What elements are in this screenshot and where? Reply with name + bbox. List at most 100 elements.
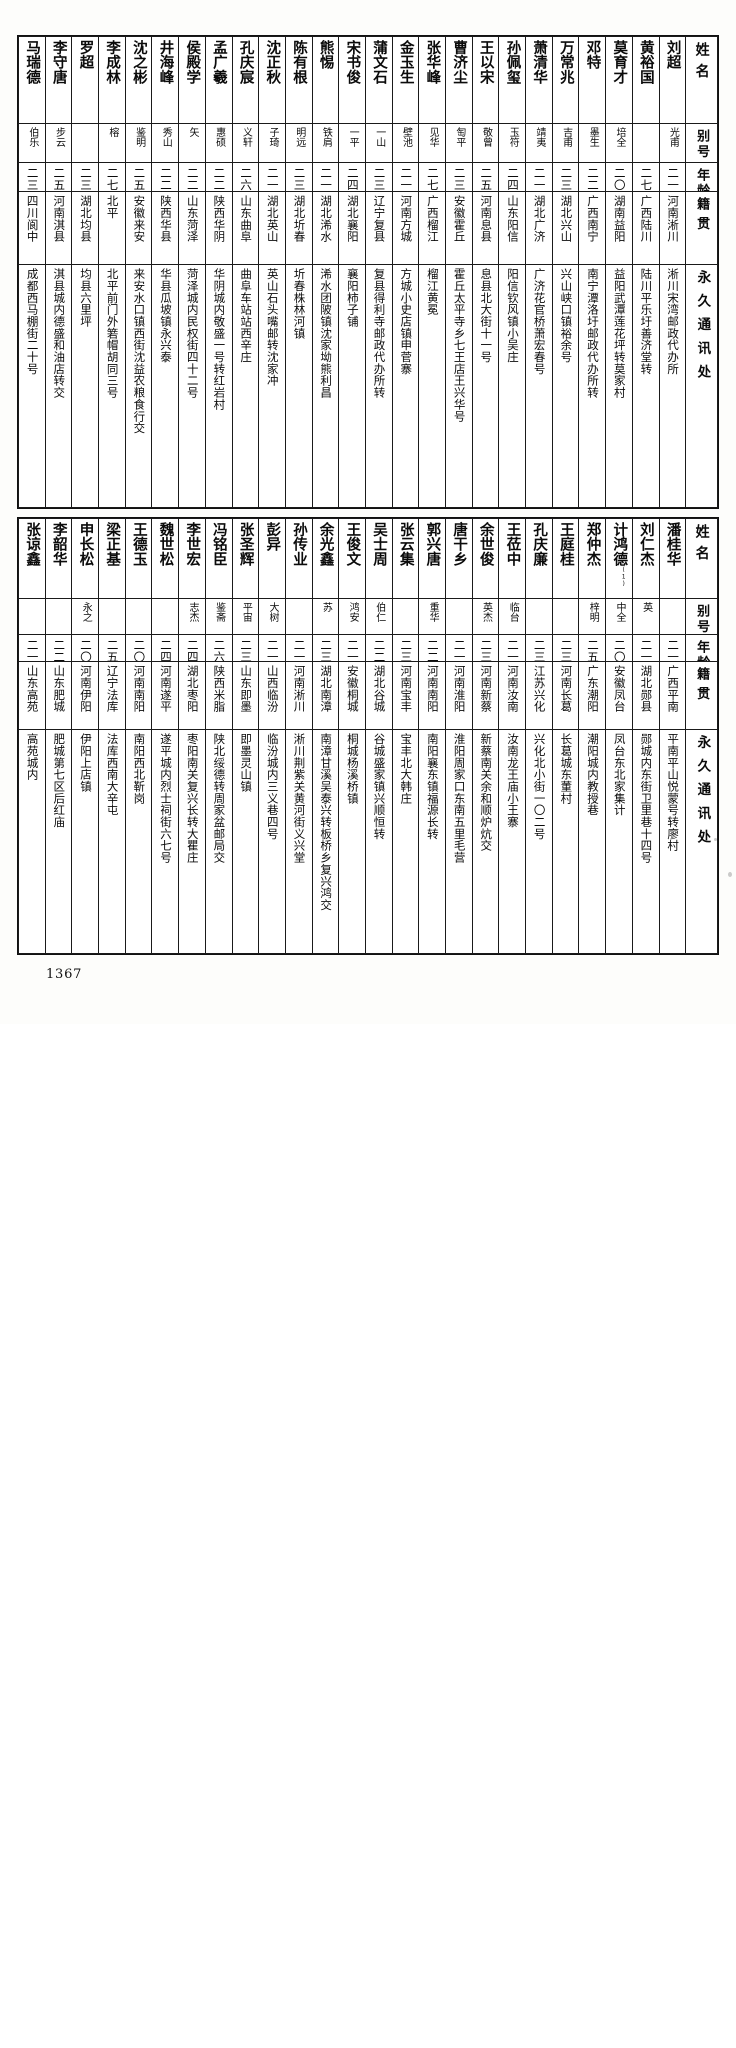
cell-native_place: 河南宝丰 bbox=[391, 661, 420, 730]
scanned-page: 马瑞德 李守唐 罗超 李成林 沈之彬 井海峰 侯殿学 孟广羲 孔庆宸 沈正秋 陈有根 熊惕 宋书俊 蒲文石… bbox=[17, 35, 732, 982]
cell-text: 吉甫 bbox=[560, 127, 572, 148]
cell-text: 大树 bbox=[267, 602, 279, 624]
cell-text: 复县得利寺邮政代办所转 bbox=[372, 267, 387, 399]
cell-age: 二一 bbox=[284, 634, 313, 663]
cell-text: 宝丰北大韩庄 bbox=[399, 732, 414, 804]
cell-text: 墨生 bbox=[587, 127, 599, 148]
column-header-text: 姓名 bbox=[693, 42, 710, 86]
cell-age: 二三 bbox=[471, 634, 500, 663]
cell-name: 王俊文 bbox=[338, 517, 366, 600]
cell-name: 王以宋 bbox=[471, 35, 500, 125]
cell-text: 来安水口镇西街沈益农粮食行交 bbox=[132, 267, 147, 434]
cell-name: 张谅鑫 bbox=[18, 517, 46, 600]
cell-text: 玉符 bbox=[507, 127, 519, 148]
cell-native_place: 北平 bbox=[98, 190, 126, 265]
cell-text: 二二 bbox=[425, 639, 440, 662]
cell-age: 二〇 bbox=[124, 634, 153, 663]
cell-native_place: 湖北圻春 bbox=[284, 190, 313, 265]
cell-text: 二〇 bbox=[132, 639, 147, 662]
cell-text: 二一 bbox=[452, 639, 467, 662]
cell-text: 铁肩 bbox=[320, 127, 332, 148]
cell-alias bbox=[18, 598, 46, 636]
cell-name: 梁正基 bbox=[98, 517, 126, 600]
cell-native_place: 四川阆中 bbox=[18, 190, 46, 265]
column-header-native_place: 籍贯 bbox=[685, 190, 718, 265]
cell-address: 枣阳南关复兴长转大瞿庄 bbox=[178, 728, 206, 955]
cell-text: 惠硕 bbox=[213, 127, 225, 148]
cell-text: 二三 bbox=[559, 166, 574, 191]
cell-native_place: 广西陆川 bbox=[631, 190, 660, 265]
cell-text: 南宁潭洛圩邮政代办所转 bbox=[586, 267, 601, 399]
cell-name: 魏世松 bbox=[151, 517, 180, 600]
cell-text: 襄阳柿子铺 bbox=[345, 267, 360, 328]
cell-age: 二四 bbox=[151, 634, 180, 663]
cell-text: 二一 bbox=[639, 639, 654, 662]
cell-name: 李韶华 bbox=[44, 517, 73, 600]
cell-name: 计鸿德(1) bbox=[605, 517, 633, 600]
cell-age: 二六 bbox=[231, 161, 260, 192]
cell-text: 临汾城内三义巷四号 bbox=[265, 732, 280, 840]
cell-name: 沈正秋 bbox=[258, 35, 286, 125]
cell-native_place: 江苏兴化 bbox=[525, 661, 553, 730]
cell-text: 江苏兴化 bbox=[532, 665, 547, 713]
cell-age: 二四 bbox=[178, 634, 206, 663]
cell-text: 二二 bbox=[159, 166, 174, 191]
cell-text: 孔庆宸 bbox=[237, 40, 254, 85]
cell-text: 王莅中 bbox=[504, 522, 521, 567]
cell-age: 二一 bbox=[445, 634, 473, 663]
cell-name: 萧清华 bbox=[525, 35, 553, 125]
cell-text: 安徽桐城 bbox=[345, 665, 360, 713]
cell-text: 见华 bbox=[427, 127, 439, 148]
cell-text: 榕 bbox=[106, 127, 118, 138]
column-header-address: 永久通讯处 bbox=[685, 263, 718, 509]
cell-alias bbox=[631, 123, 660, 163]
cell-native_place: 广西榴江 bbox=[418, 190, 446, 265]
cell-native_place: 河南遂平 bbox=[151, 661, 180, 730]
cell-text: 伯仁 bbox=[373, 602, 385, 624]
cell-name: 莫育才 bbox=[605, 35, 633, 125]
cell-text: 培全 bbox=[613, 127, 625, 148]
cell-text: 广西平南 bbox=[666, 665, 681, 713]
column-header-name: 姓名 bbox=[685, 517, 718, 600]
cell-native_place: 山东曲阜 bbox=[231, 190, 260, 265]
cell-text: 遂平城内烈士祠街六七号 bbox=[159, 732, 174, 863]
roster-row-age: 二三 二五 二三 二七 二五 二二 二二 二二 二六 二一 二三 二一 二四 二三 二一 二七 二三 二五 二四 二一… bbox=[18, 161, 718, 192]
cell-name: 张圣辉 bbox=[231, 517, 260, 600]
cell-native_place: 河南息县 bbox=[471, 190, 500, 265]
cell-address: 来安水口镇西街沈益农粮食行交 bbox=[124, 263, 153, 509]
cell-address: 复县得利寺邮政代办所转 bbox=[364, 263, 393, 509]
cell-alias: 榕 bbox=[98, 123, 126, 163]
cell-native_place: 湖北襄阳 bbox=[338, 190, 366, 265]
cell-text: 谷城盛家镇兴顺恒转 bbox=[372, 732, 387, 840]
scan-speck bbox=[702, 72, 705, 74]
cell-alias bbox=[445, 598, 473, 636]
cell-alias: 铁肩 bbox=[311, 123, 340, 163]
cell-name: 郭兴唐 bbox=[418, 517, 446, 600]
cell-age: 二五 bbox=[471, 161, 500, 192]
cell-age: 二〇 bbox=[605, 161, 633, 192]
roster-row-alias: 永之 志杰 鉴斋 平宙 大树 苏 鸿安 伯仁 重华 英杰 临台 梓明 中全 英 别号 bbox=[18, 598, 718, 636]
cell-alias: 鉴明 bbox=[124, 123, 153, 163]
cell-text: 金玉生 bbox=[397, 40, 414, 85]
roster-table-top: 马瑞德 李守唐 罗超 李成林 沈之彬 井海峰 侯殿学 孟广羲 孔庆宸 沈正秋 陈有根 熊惕 宋书俊 蒲文石… bbox=[17, 35, 719, 509]
cell-name: 井海峰 bbox=[151, 35, 180, 125]
cell-alias: 吉甫 bbox=[551, 123, 580, 163]
scan-speck bbox=[728, 872, 732, 877]
column-header-text: 永久通讯处 bbox=[694, 269, 711, 389]
cell-text: 肥城第七区后红庙 bbox=[52, 732, 67, 828]
cell-address: 谷城盛家镇兴顺恒转 bbox=[364, 728, 393, 955]
cell-age: 二五 bbox=[578, 634, 607, 663]
cell-address: 菏泽城内民权街四十二号 bbox=[178, 263, 206, 509]
cell-text: 义轩 bbox=[240, 127, 252, 148]
cell-text: 矢 bbox=[186, 127, 198, 138]
cell-text: 二四 bbox=[159, 639, 174, 662]
cell-text: 二一 bbox=[292, 639, 307, 662]
cell-text: 息县北大街十一号 bbox=[479, 267, 494, 363]
cell-text: 敬曾 bbox=[480, 127, 492, 148]
cell-text: 湖北兴山 bbox=[559, 194, 574, 243]
cell-text: 刘仁杰 bbox=[637, 522, 654, 567]
cell-text: 山东高苑 bbox=[25, 665, 40, 713]
cell-text: 伯乐 bbox=[26, 127, 38, 148]
cell-address: 潮阳城内教授巷 bbox=[578, 728, 607, 955]
column-header-text: 籍贯 bbox=[694, 196, 710, 236]
